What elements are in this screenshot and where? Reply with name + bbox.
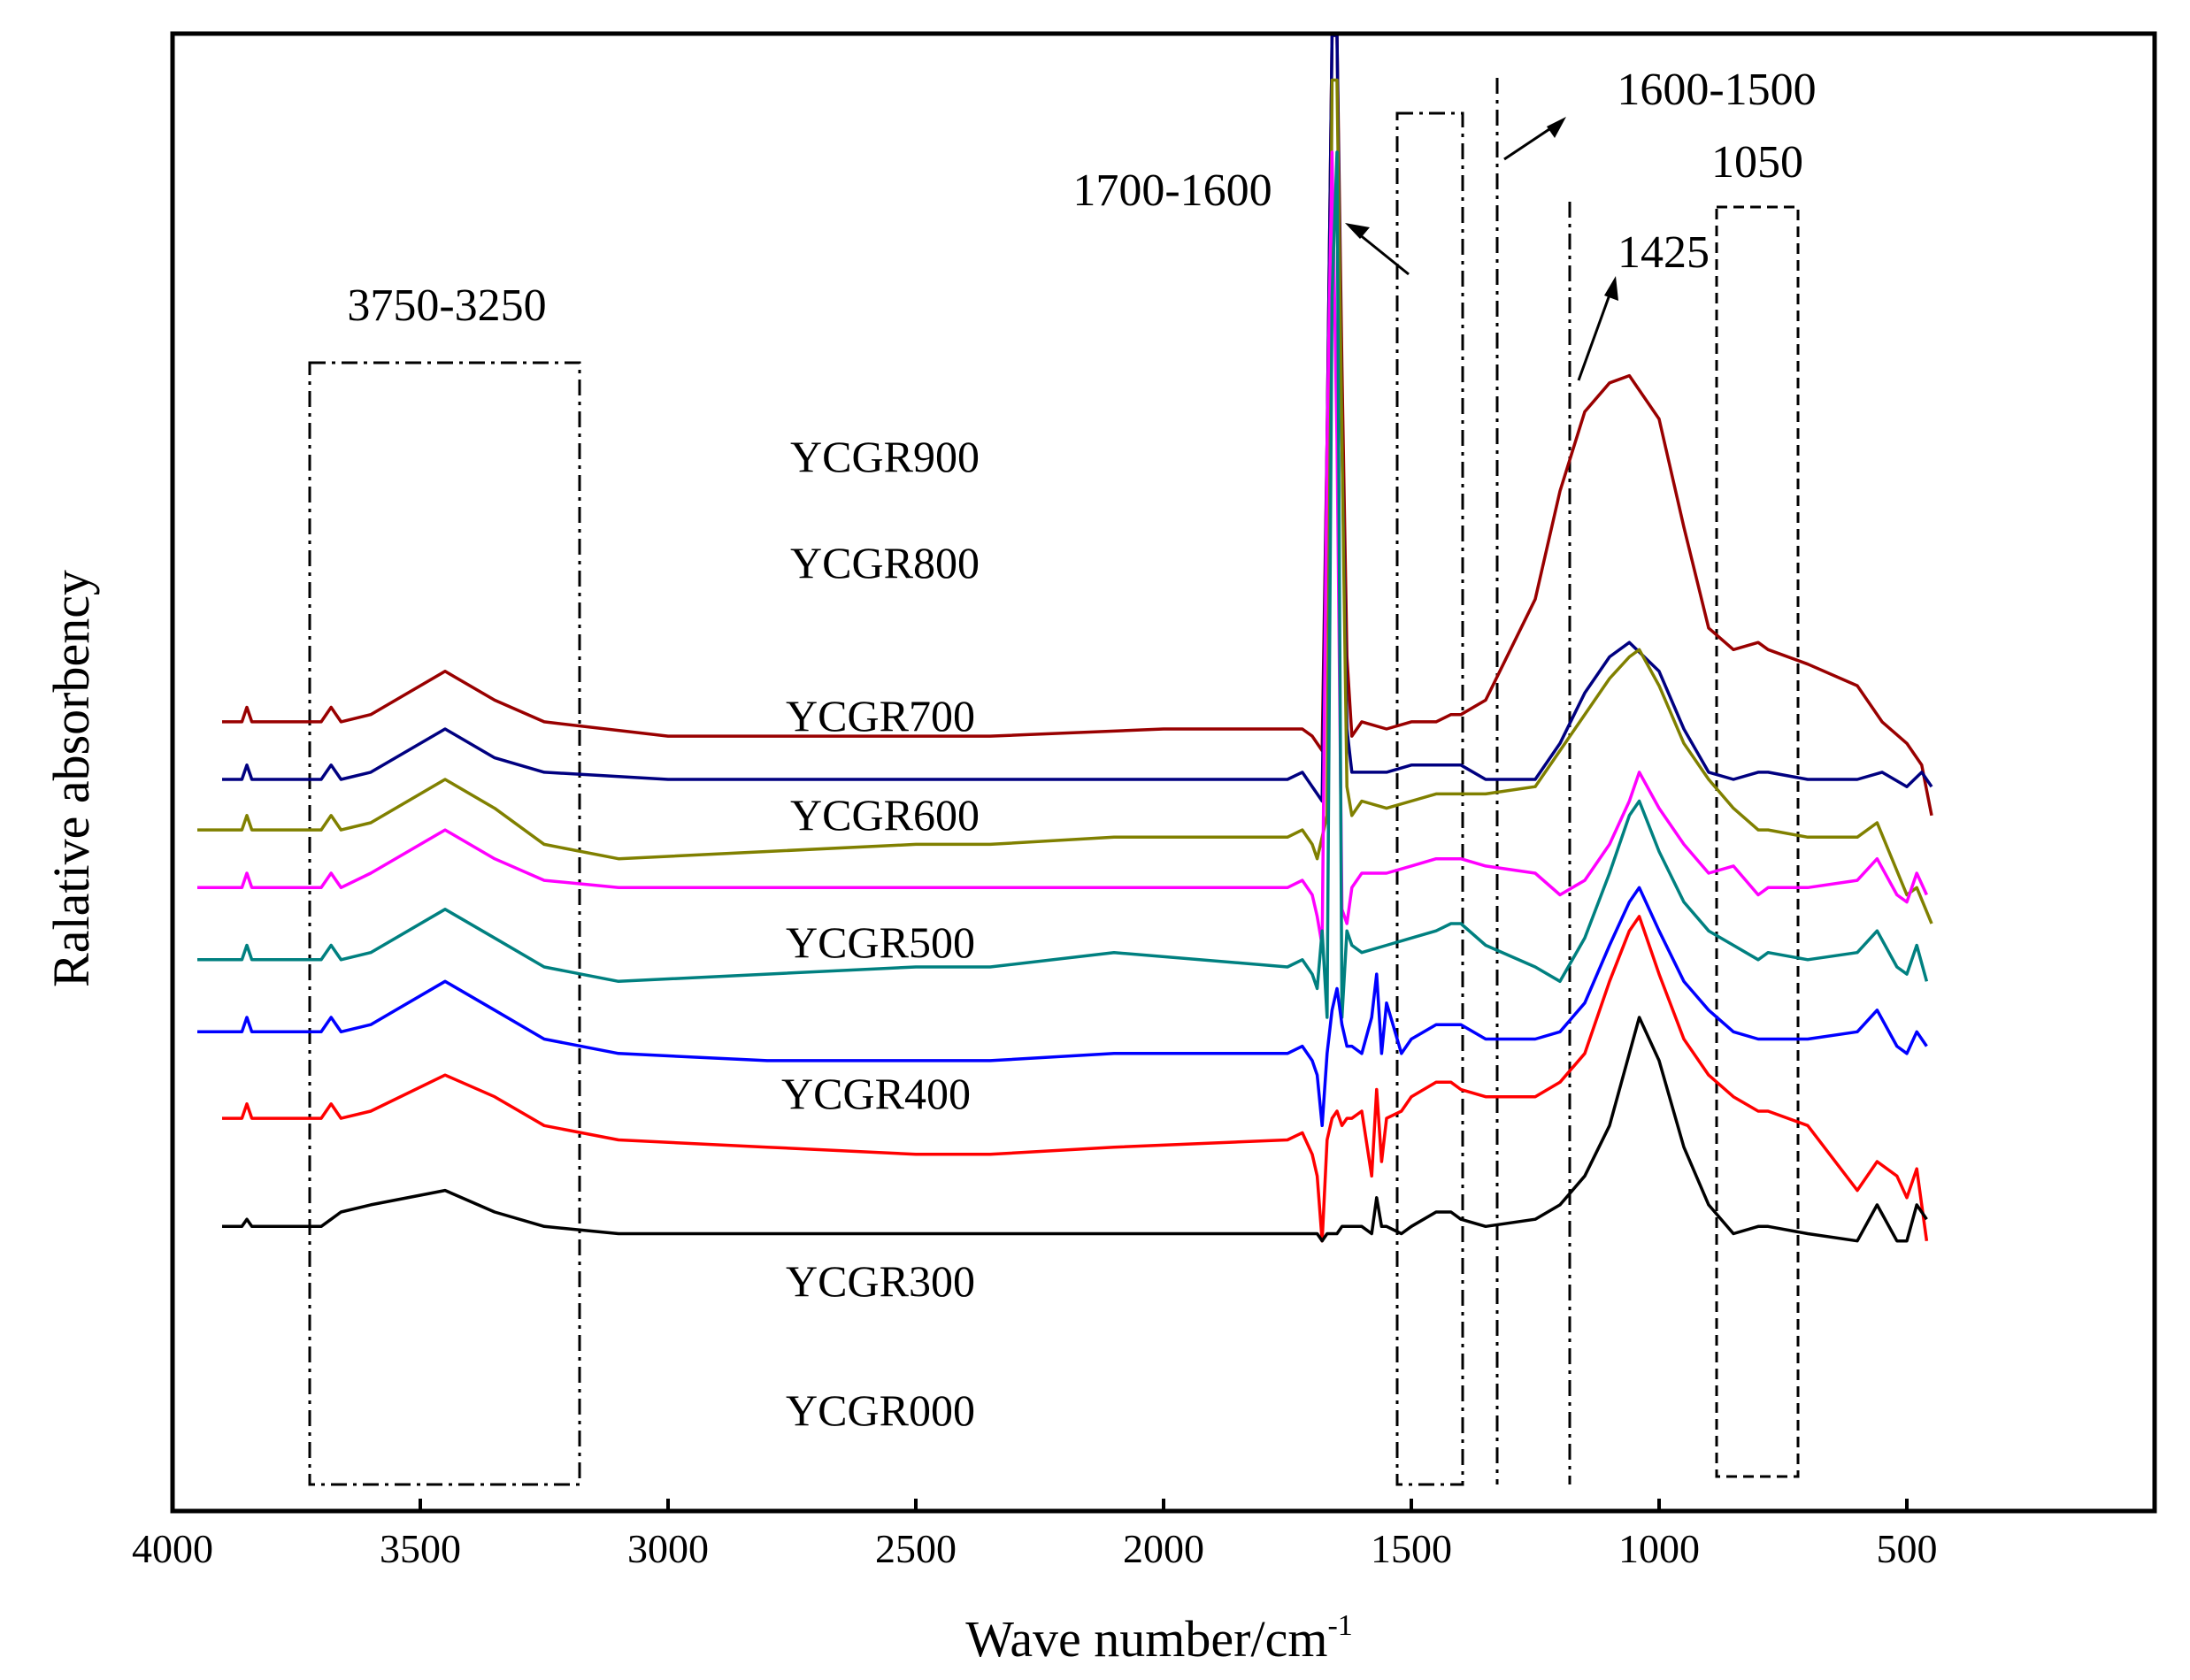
annotation-layer: 3750-3250 1700-1600 1600-1500 1425 1050 bbox=[308, 65, 1817, 1486]
series-line-ycgr400 bbox=[197, 886, 1928, 1128]
annotation-1700-1600-label: 1700-1600 bbox=[1072, 165, 1272, 216]
annotation-1425-label: 1425 bbox=[1618, 227, 1710, 278]
y-axis-title: Ralative absorbency bbox=[42, 570, 100, 987]
series-line-ycgr600 bbox=[197, 150, 1928, 947]
annotation-1600-1500-arrow bbox=[1503, 122, 1558, 161]
series-label-ycgr500: YCGR500 bbox=[786, 917, 975, 967]
series-label-layer: YCGR900 YCGR800 YCGR700 YCGR600 YCGR500 … bbox=[781, 432, 980, 1435]
series-label-ycgr600: YCGR600 bbox=[790, 790, 980, 840]
series-label-ycgr700: YCGR700 bbox=[786, 691, 975, 740]
series-layer bbox=[197, 34, 1933, 1243]
x-tick-label-4000: 4000 bbox=[132, 1526, 213, 1571]
x-axis: 4000 3500 3000 2500 2000 1500 1000 500 bbox=[132, 1499, 1938, 1571]
annotation-1700-1600-box bbox=[1395, 111, 1464, 1486]
series-label-ycgr300: YCGR300 bbox=[786, 1256, 975, 1306]
annotation-1050-label: 1050 bbox=[1711, 137, 1803, 188]
annotation-1425: 1425 bbox=[1568, 202, 1710, 1484]
series-line-ycgr800 bbox=[222, 34, 1933, 803]
annotation-3750-3250: 3750-3250 bbox=[308, 280, 581, 1486]
annotation-3750-3250-label: 3750-3250 bbox=[347, 280, 546, 331]
x-axis-title-superscript: -1 bbox=[1327, 1609, 1352, 1642]
x-tick-label-3000: 3000 bbox=[627, 1526, 709, 1571]
series-line-ycgr700 bbox=[197, 78, 1933, 924]
x-tick-label-1500: 1500 bbox=[1371, 1526, 1452, 1571]
annotation-1050-box bbox=[1715, 205, 1800, 1478]
x-axis-title: Wave number/cm-1 bbox=[965, 1609, 1353, 1668]
series-line-ycgr500 bbox=[197, 150, 1929, 1019]
annotation-1700-1600-arrowhead bbox=[1345, 223, 1370, 239]
annotation-1425-arrow bbox=[1577, 287, 1614, 381]
annotation-1700-1600: 1700-1600 bbox=[1072, 111, 1464, 1486]
series-label-ycgr000: YCGR000 bbox=[786, 1385, 975, 1435]
annotation-1700-1600-arrow bbox=[1353, 228, 1410, 276]
series-label-ycgr400: YCGR400 bbox=[781, 1069, 971, 1118]
series-label-ycgr900: YCGR900 bbox=[790, 432, 980, 481]
x-axis-title-text: Wave number/cm bbox=[965, 1610, 1327, 1668]
annotation-1600-1500: 1600-1500 bbox=[1495, 65, 1817, 1484]
x-tick-label-500: 500 bbox=[1877, 1526, 1938, 1571]
series-line-ycgr000 bbox=[222, 1016, 1928, 1243]
annotation-1600-1500-label: 1600-1500 bbox=[1617, 65, 1816, 115]
annotation-1050: 1050 bbox=[1711, 137, 1803, 1478]
annotation-1600-1500-arrowhead bbox=[1547, 117, 1566, 138]
x-tick-label-1000: 1000 bbox=[1618, 1526, 1700, 1571]
annotation-3750-3250-box bbox=[308, 361, 581, 1486]
series-line-ycgr300 bbox=[222, 915, 1929, 1243]
plot-frame bbox=[170, 31, 2157, 1514]
x-tick-label-2000: 2000 bbox=[1123, 1526, 1204, 1571]
series-label-ycgr800: YCGR800 bbox=[790, 538, 980, 587]
annotation-1425-arrowhead bbox=[1604, 276, 1618, 301]
x-tick-label-2500: 2500 bbox=[875, 1526, 957, 1571]
x-tick-label-3500: 3500 bbox=[380, 1526, 461, 1571]
series-line-ycgr900 bbox=[222, 34, 1933, 817]
